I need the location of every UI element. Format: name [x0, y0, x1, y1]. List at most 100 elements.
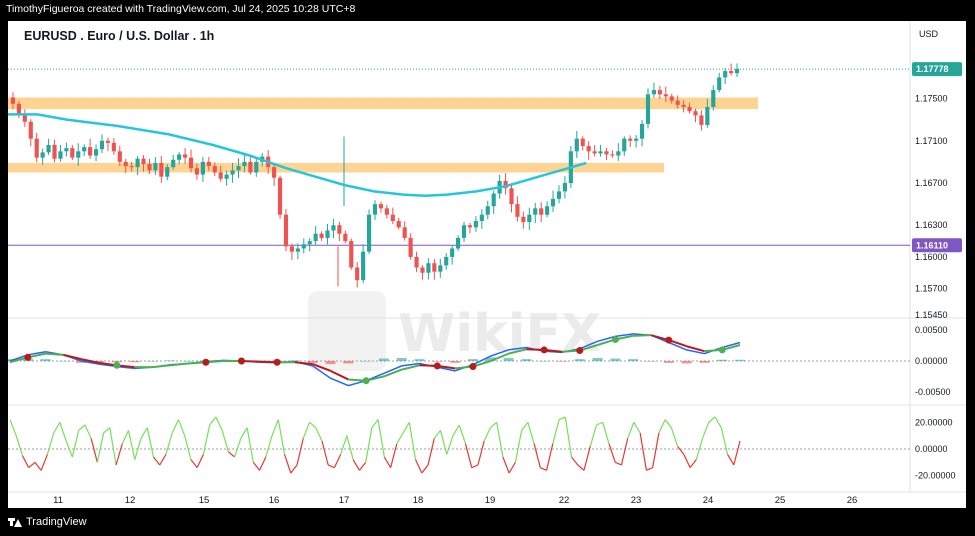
candle-body — [729, 71, 734, 74]
candle-body — [556, 191, 562, 199]
candle-body — [687, 106, 692, 112]
macd-cross-dot — [433, 362, 441, 370]
oscillator-segment — [702, 422, 710, 439]
candle-body — [88, 147, 93, 156]
oscillator-segment — [583, 446, 591, 471]
oscillator-segment — [302, 422, 311, 439]
macd-cross-dot — [665, 336, 673, 344]
oscillator-tick-label: -20.00000 — [915, 471, 956, 481]
oscillator-segment — [109, 427, 117, 466]
oscillator-segment — [90, 438, 98, 463]
oscillator-segment — [309, 421, 317, 429]
candle-body — [99, 140, 105, 150]
candle-body — [16, 103, 21, 115]
axes-layer: 1.17500 1.17100 1.16700 1.16300 1.16000 1.157… — [53, 62, 962, 506]
candle-body — [313, 233, 318, 242]
oscillator-segment — [84, 424, 92, 439]
supply-demand-zone — [8, 162, 664, 173]
macd-tick-label: 0.00500 — [915, 325, 948, 335]
candle-body — [723, 71, 728, 78]
macd-cross-dot — [273, 358, 281, 366]
macd-signal-segment — [63, 353, 82, 361]
watermark-text: WikiFX — [398, 304, 601, 364]
oscillator-segment — [184, 435, 192, 460]
oscillator-segment — [708, 416, 716, 423]
macd-histogram-bar — [76, 361, 87, 363]
price-tick-label: 1.15700 — [915, 284, 948, 294]
oscillator-segment — [577, 464, 585, 471]
candle-body — [639, 123, 645, 139]
candle-body — [52, 144, 57, 159]
currency-label: USD — [919, 29, 939, 39]
candle-body — [236, 166, 241, 171]
candle-body — [194, 168, 200, 175]
oscillator-segment — [283, 454, 292, 474]
candle-body — [355, 267, 360, 281]
macd-histogram-bar — [129, 361, 140, 363]
chart-area[interactable]: WikiFX 1.17500 1.17100 1.16700 1.16300 1.160… — [8, 21, 966, 508]
oscillator-segment — [15, 435, 24, 456]
level-price-box — [912, 238, 962, 253]
price-tick-label: 1.17500 — [915, 94, 948, 104]
oscillator-segment — [564, 416, 573, 458]
oscillator-segment — [358, 461, 367, 471]
oscillator-segment — [196, 454, 204, 468]
oscillator-tick-label: 0.00000 — [915, 444, 948, 454]
oscillator-segment — [670, 427, 679, 447]
oscillator-segment — [121, 430, 130, 444]
oscillator-segment — [589, 424, 598, 447]
candle-body — [651, 90, 657, 95]
macd-histogram-bar — [165, 360, 176, 361]
candle-body — [598, 151, 603, 154]
candle-body — [580, 138, 585, 147]
candle-body — [248, 161, 253, 173]
candle-body — [545, 206, 550, 215]
oscillator-segment — [508, 462, 516, 474]
candle-body — [414, 256, 419, 268]
footer-brand[interactable]: TradingView — [8, 513, 87, 531]
macd-histogram-bar — [94, 361, 105, 363]
candle-body — [301, 244, 306, 249]
candle-body — [628, 138, 633, 141]
oscillator-segment — [396, 432, 404, 444]
oscillator-segment — [171, 419, 180, 434]
candle-body — [272, 167, 277, 178]
candle-body — [586, 146, 591, 152]
oscillator-segment — [296, 438, 304, 466]
time-tick-label: 23 — [631, 495, 642, 506]
oscillator-segment — [664, 419, 672, 429]
macd-tick-label: 0.00000 — [915, 356, 948, 366]
price-tick-label: 1.17100 — [915, 136, 948, 146]
candle-body — [123, 161, 128, 167]
oscillator-segment — [315, 427, 323, 442]
candle-body — [479, 214, 484, 222]
candle-body — [592, 151, 597, 154]
candle-body — [64, 148, 69, 152]
candle-body — [562, 183, 567, 192]
oscillator-segment — [78, 424, 86, 431]
candle-body — [40, 152, 45, 158]
candle-body — [183, 154, 188, 158]
macd-histogram-bar — [450, 361, 461, 363]
candle-body — [58, 151, 63, 159]
oscillator-segment — [496, 422, 504, 458]
candle-body — [105, 140, 111, 143]
candle-body — [390, 214, 395, 222]
oscillator-segment — [652, 432, 660, 468]
oscillator-segment — [383, 456, 392, 468]
oscillator-segment — [146, 427, 155, 458]
candle-body — [467, 225, 473, 228]
oscillator-segment — [34, 461, 42, 471]
moving-average-layer — [8, 113, 587, 197]
macd-histogram-bar — [645, 361, 656, 362]
macd-histogram-bar — [503, 357, 514, 361]
oscillator-segment — [427, 438, 435, 466]
time-tick-label: 24 — [703, 495, 714, 506]
chart-svg[interactable]: WikiFX 1.17500 1.17100 1.16700 1.16300 1.160… — [8, 21, 966, 508]
candle-body — [93, 149, 99, 156]
oscillator-segment — [240, 427, 248, 439]
oscillator-segment — [614, 461, 622, 466]
oscillator-segment — [421, 464, 429, 474]
oscillator-segment — [71, 430, 80, 458]
oscillator-segment — [639, 432, 648, 471]
